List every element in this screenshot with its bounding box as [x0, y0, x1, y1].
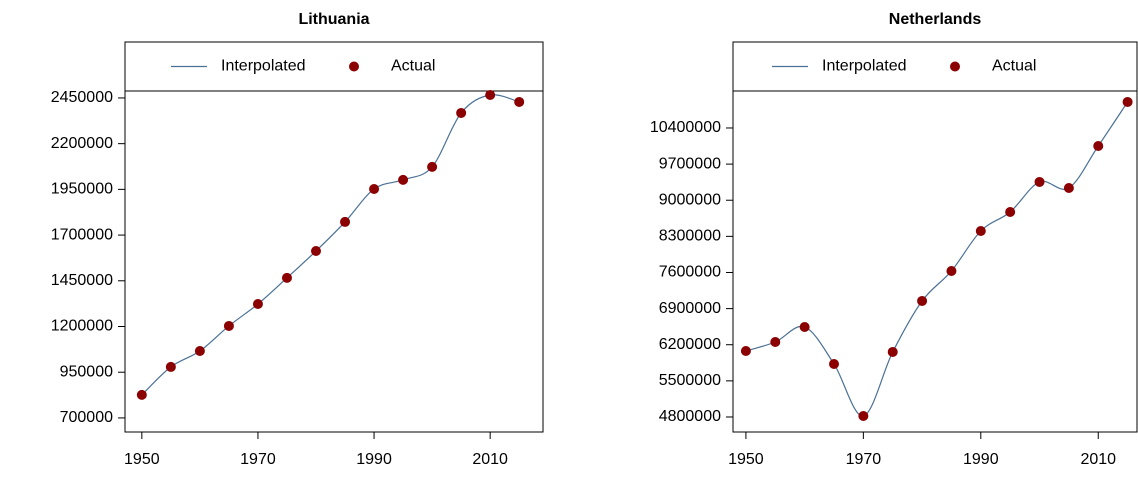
data-point	[398, 174, 409, 185]
data-point	[165, 361, 176, 372]
legend-label: Interpolated	[822, 58, 907, 75]
data-point	[946, 265, 957, 276]
x-tick-label: 1970	[240, 451, 276, 468]
y-tick-label: 9700000	[659, 155, 721, 172]
data-point	[252, 299, 263, 310]
x-tick-label: 1970	[846, 451, 882, 468]
data-point	[887, 346, 898, 357]
y-tick-label: 1950000	[51, 181, 113, 198]
data-point	[917, 295, 928, 306]
legend-marker	[349, 61, 359, 72]
data-point	[1063, 182, 1074, 193]
data-point	[829, 358, 839, 369]
data-point	[514, 96, 525, 107]
x-tick-label: 1950	[124, 451, 160, 468]
legend-label: Interpolated	[221, 58, 306, 75]
data-point	[770, 336, 781, 347]
y-tick-label: 1700000	[51, 226, 113, 243]
y-tick-label: 2450000	[51, 89, 113, 106]
y-tick-label: 6200000	[659, 336, 721, 353]
data-point	[427, 161, 438, 172]
data-point	[456, 107, 467, 118]
y-tick-label: 10400000	[650, 119, 721, 136]
y-tick-label: 8300000	[659, 228, 721, 245]
x-tick-label: 1990	[356, 451, 392, 468]
data-point	[485, 90, 496, 101]
interpolated-line	[745, 101, 1129, 417]
x-tick-label: 1950	[728, 451, 764, 468]
legend-label: Actual	[391, 58, 435, 75]
data-point	[223, 320, 234, 331]
data-point	[975, 225, 986, 236]
data-point	[136, 389, 147, 400]
data-point	[340, 216, 351, 227]
y-tick-label: 9000000	[659, 191, 721, 208]
data-point	[1122, 96, 1133, 107]
y-tick-label: 6900000	[659, 300, 721, 317]
y-tick-label: 1200000	[51, 318, 113, 335]
y-tick-label: 2200000	[51, 135, 113, 152]
y-tick-label: 5500000	[659, 372, 721, 389]
x-tick-label: 1990	[963, 451, 999, 468]
chart-title: Netherlands	[889, 11, 982, 28]
y-tick-label: 4800000	[659, 408, 721, 425]
legend-marker	[950, 61, 960, 72]
y-tick-label: 950000	[60, 363, 113, 380]
data-point	[194, 346, 205, 357]
data-point	[281, 272, 292, 283]
plot-box	[732, 41, 1138, 433]
data-point	[1093, 140, 1104, 151]
data-point	[799, 321, 810, 332]
data-point	[740, 345, 751, 356]
x-tick-label: 2010	[472, 451, 508, 468]
chart-title: Lithuania	[298, 11, 369, 28]
legend-label: Actual	[992, 58, 1036, 75]
data-point	[1005, 206, 1016, 217]
y-tick-label: 7600000	[659, 264, 721, 281]
data-point	[369, 184, 380, 195]
x-tick-label: 2010	[1080, 451, 1116, 468]
y-tick-label: 1450000	[51, 272, 113, 289]
data-point	[858, 411, 869, 422]
y-tick-label: 700000	[60, 409, 113, 426]
plot-box	[124, 41, 544, 433]
data-point	[311, 245, 322, 256]
data-point	[1034, 176, 1045, 187]
